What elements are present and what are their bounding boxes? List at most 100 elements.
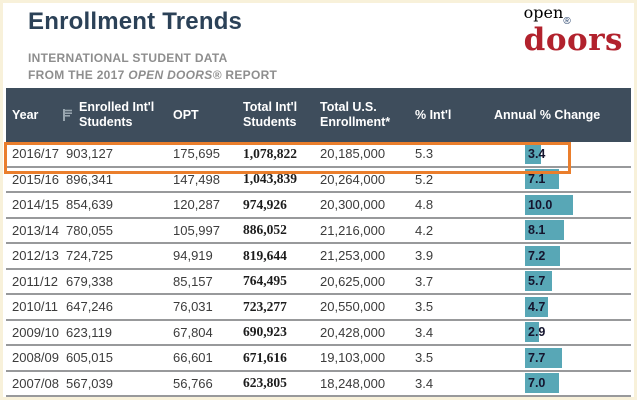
annual-change-data-bar: 10.0 (525, 194, 573, 215)
cell-year: 2015/16 (12, 171, 59, 187)
annual-change-data-bar: 8.1 (525, 220, 564, 241)
cell-pct-intl: 5.2 (415, 171, 434, 187)
cell-year: 2013/14 (12, 222, 59, 238)
cell-year: 2008/09 (12, 350, 59, 366)
enrollment-table: Year Enrolled Int'l Students OPT Total I… (4, 88, 631, 397)
cell-year: 2012/13 (12, 248, 59, 264)
cell-total-us: 20,185,000 (320, 146, 386, 162)
annual-change-data-bar: 4.7 (525, 296, 548, 317)
cell-enrolled: 896,341 (66, 171, 113, 187)
table-row: 2007/08 567,039 56,766 623,805 18,248,00… (6, 371, 631, 397)
table-header-row: Year Enrolled Int'l Students OPT Total I… (6, 88, 631, 142)
cell-annual-change: 4.7 (480, 296, 631, 317)
cell-annual-change: 3.4 (480, 143, 631, 164)
cell-total-intl: 886,052 (243, 222, 287, 238)
cell-total-intl: 690,923 (243, 324, 287, 340)
table-body: 2016/17 903,127 175,695 1,078,822 20,185… (6, 142, 631, 397)
cell-year: 2016/17 (12, 146, 59, 162)
cell-annual-change: 7.2 (480, 245, 631, 266)
cell-annual-change: 7.7 (480, 347, 631, 368)
cell-opt: 105,997 (173, 222, 220, 238)
annual-change-data-bar: 5.7 (525, 271, 553, 292)
cell-pct-intl: 3.4 (415, 324, 434, 340)
subtitle-line1: INTERNATIONAL STUDENT DATA (28, 51, 228, 65)
cell-annual-change: 5.7 (480, 271, 631, 292)
registered-mark: ® (563, 16, 571, 27)
cell-total-intl: 723,277 (243, 298, 287, 314)
table-row: 2014/15 854,639 120,287 974,926 20,300,0… (6, 193, 631, 219)
cell-pct-intl: 3.5 (415, 299, 434, 315)
cell-opt: 67,804 (173, 324, 213, 340)
cell-year: 2007/08 (12, 375, 59, 391)
cell-pct-intl: 3.7 (415, 273, 434, 289)
cell-total-us: 20,550,000 (320, 299, 386, 315)
cell-pct-intl: 3.4 (415, 375, 434, 391)
logo-doors-word: doors (523, 21, 623, 58)
cell-total-intl: 623,805 (243, 375, 287, 391)
cell-year: 2009/10 (12, 324, 59, 340)
cell-total-intl: 974,926 (243, 196, 287, 212)
cell-total-intl: 764,495 (243, 273, 287, 289)
table-row: 2009/10 623,119 67,804 690,923 20,428,00… (6, 320, 631, 346)
table-row: 2010/11 647,246 76,031 723,277 20,550,00… (6, 295, 631, 321)
column-header-year: Year (12, 107, 39, 122)
column-header-pct-intl: % Int'l (415, 107, 452, 122)
cell-total-us: 21,253,000 (320, 248, 386, 264)
cell-total-us: 20,428,000 (320, 324, 386, 340)
logo-open-word: open® (523, 3, 571, 27)
cell-annual-change: 8.1 (480, 220, 631, 241)
cell-opt: 175,695 (173, 146, 220, 162)
cell-opt: 94,919 (173, 248, 213, 264)
subtitle-line2-suffix: REPORT (221, 67, 278, 82)
annual-change-data-bar: 7.0 (525, 373, 559, 394)
cell-total-us: 20,625,000 (320, 273, 386, 289)
column-header-enrolled-label: Enrolled Int'l Students (79, 100, 155, 129)
cell-pct-intl: 4.8 (415, 197, 434, 213)
cell-total-us: 20,264,000 (320, 171, 386, 187)
cell-total-us: 19,103,000 (320, 350, 386, 366)
annual-change-data-bar: 7.2 (525, 245, 560, 266)
cell-enrolled: 903,127 (66, 146, 113, 162)
annual-change-data-bar: 3.4 (525, 143, 545, 164)
cell-enrolled: 679,338 (66, 273, 113, 289)
column-header-total-intl: Total Int'l Students (243, 100, 298, 129)
column-header-opt: OPT (173, 107, 199, 122)
report-subtitle: INTERNATIONAL STUDENT DATA FROM THE 2017… (28, 50, 277, 84)
cell-opt: 66,601 (173, 350, 213, 366)
table-row: 2012/13 724,725 94,919 819,644 21,253,00… (6, 244, 631, 270)
cell-annual-change: 2.9 (480, 322, 631, 343)
table-row: 2016/17 903,127 175,695 1,078,822 20,185… (6, 142, 631, 168)
cell-annual-change: 7.1 (480, 169, 631, 190)
cell-enrolled: 605,015 (66, 350, 113, 366)
subtitle-line2-italic: OPEN DOORS® (128, 67, 222, 82)
cell-total-intl: 1,078,822 (243, 145, 297, 161)
cell-annual-change: 7.0 (480, 373, 631, 394)
cell-enrolled: 724,725 (66, 248, 113, 264)
column-header-annual-change: Annual % Change (494, 107, 601, 122)
flag-icon (63, 109, 72, 121)
table-row: 2011/12 679,338 85,157 764,495 20,625,00… (6, 269, 631, 295)
open-doors-logo: open® doors (523, 3, 623, 58)
cell-total-us: 21,216,000 (320, 222, 386, 238)
page-title: Enrollment Trends (28, 8, 243, 35)
cell-pct-intl: 3.5 (415, 350, 434, 366)
cell-opt: 56,766 (173, 375, 213, 391)
table-row: 2013/14 780,055 105,997 886,052 21,216,0… (6, 218, 631, 244)
cell-year: 2010/11 (12, 299, 59, 315)
cell-opt: 147,498 (173, 171, 220, 187)
column-header-enrolled: Enrolled Int'l Students (62, 100, 168, 130)
table-row: 2015/16 896,341 147,498 1,043,839 20,264… (6, 167, 631, 193)
cell-enrolled: 623,119 (66, 324, 113, 340)
cell-total-intl: 1,043,839 (243, 171, 297, 187)
cell-total-intl: 819,644 (243, 247, 287, 263)
cell-enrolled: 780,055 (66, 222, 113, 238)
annual-change-data-bar: 7.7 (525, 347, 562, 368)
annual-change-data-bar: 7.1 (525, 169, 560, 190)
cell-opt: 85,157 (173, 273, 213, 289)
cell-opt: 76,031 (173, 299, 213, 315)
report-header: Enrollment Trends INTERNATIONAL STUDENT … (28, 8, 277, 84)
cell-year: 2011/12 (12, 273, 59, 289)
cell-annual-change: 10.0 (480, 194, 631, 215)
cell-pct-intl: 3.9 (415, 248, 434, 264)
